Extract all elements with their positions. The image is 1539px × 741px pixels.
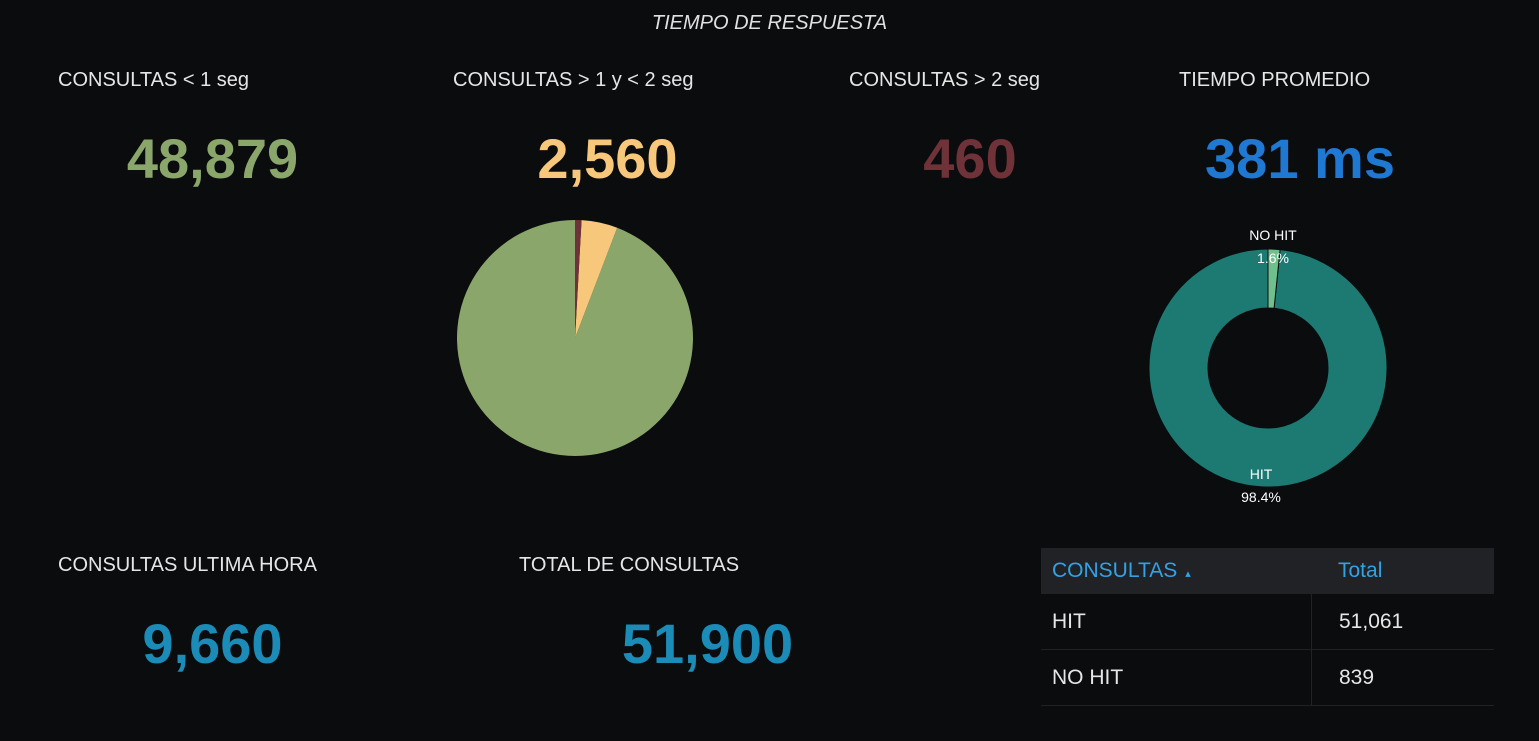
donut-percent-no-hit: 1.6%: [1257, 250, 1289, 266]
column-header-consultas-label: CONSULTAS: [1052, 559, 1178, 582]
donut-label-no-hit: NO HIT: [1249, 227, 1297, 243]
panel-title-last-hour[interactable]: CONSULTAS ULTIMA HORA: [58, 554, 317, 576]
donut-percent-hit: 98.4%: [1241, 489, 1281, 505]
table-header: CONSULTAS ▴ Total: [1041, 548, 1494, 594]
panel-title-fast[interactable]: CONSULTAS < 1 seg: [58, 69, 249, 91]
table-row: HIT 51,061: [1041, 594, 1494, 650]
panel-title-total[interactable]: TOTAL DE CONSULTAS: [519, 554, 740, 576]
table-cell-total: 51,061: [1339, 609, 1404, 633]
table-row: NO HIT 839: [1041, 650, 1494, 706]
column-header-consultas[interactable]: CONSULTAS ▴: [1041, 559, 1327, 583]
table-cell-name: HIT: [1041, 594, 1312, 649]
donut-chart-hit: NO HIT 1.6% HIT 98.4%: [1140, 222, 1396, 512]
column-header-total[interactable]: Total: [1338, 559, 1383, 582]
stat-fast: 48,879: [126, 127, 299, 190]
stat-medium: 2,560: [537, 127, 678, 190]
consultas-table: CONSULTAS ▴ Total HIT 51,061 NO HIT 839: [1041, 548, 1494, 706]
panel-title-slow[interactable]: CONSULTAS > 2 seg: [849, 69, 1040, 91]
table-cell-name: NO HIT: [1041, 650, 1312, 705]
donut-slice-no-hit[interactable]: [1267, 248, 1281, 309]
panel-title-medium[interactable]: CONSULTAS > 1 y < 2 seg: [453, 69, 694, 91]
stat-last-hour: 9,660: [142, 612, 283, 675]
pie-slice-2[interactable]: [575, 220, 618, 338]
stat-total: 51,900: [621, 612, 794, 675]
sort-ascending-icon: ▴: [1185, 567, 1191, 580]
pie-chart-svg: [457, 220, 693, 456]
row-title[interactable]: TIEMPO DE RESPUESTA: [651, 12, 888, 34]
stat-slow: 460: [923, 127, 1017, 190]
donut-label-hit: HIT: [1250, 466, 1273, 482]
donut-chart-svg: NO HIT 1.6% HIT 98.4%: [1148, 227, 1388, 505]
stat-avg: 381 ms: [1205, 127, 1395, 190]
donut-slice-hit[interactable]: [1148, 248, 1388, 488]
pie-chart-response-time: [455, 218, 695, 458]
table-cell-total: 839: [1339, 665, 1375, 689]
panel-title-avg[interactable]: TIEMPO PROMEDIO: [1179, 69, 1371, 91]
pie-slice-3[interactable]: [575, 220, 582, 338]
